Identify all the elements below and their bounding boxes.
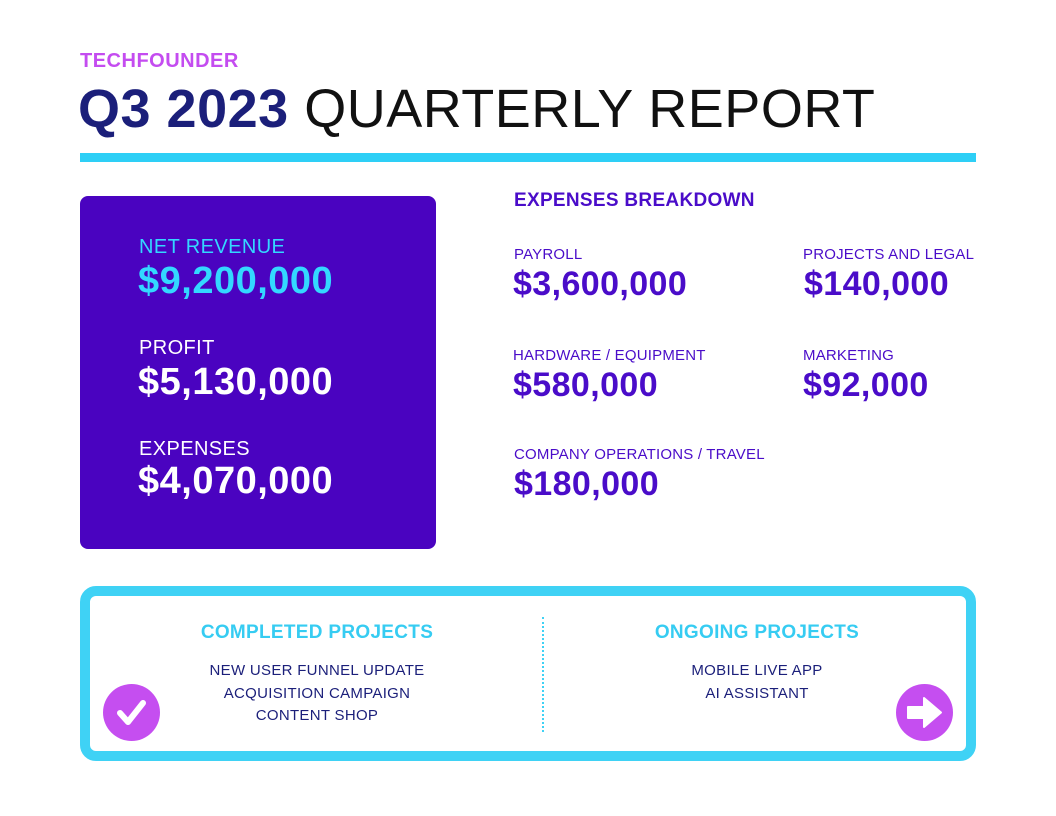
expense-value-payroll: $3,600,000 bbox=[513, 265, 688, 303]
projects-divider bbox=[542, 617, 544, 732]
completed-project-item: NEW USER FUNNEL UPDATE bbox=[209, 662, 425, 679]
check-icon bbox=[103, 684, 160, 741]
ongoing-projects-column: ONGOING PROJECTS MOBILE LIVE APP AI ASSI… bbox=[630, 622, 884, 705]
brand-name: TECHFOUNDER bbox=[80, 50, 239, 72]
projects-panel: COMPLETED PROJECTS NEW USER FUNNEL UPDAT… bbox=[80, 586, 976, 761]
completed-projects-title: COMPLETED PROJECTS bbox=[200, 622, 434, 643]
summary-panel: NET REVENUE $9,200,000 PROFIT $5,130,000… bbox=[80, 196, 436, 549]
expense-label-marketing: MARKETING bbox=[803, 347, 894, 364]
expense-value-projects-legal: $140,000 bbox=[804, 265, 950, 303]
expense-value-marketing: $92,000 bbox=[803, 366, 929, 404]
expense-label-hardware: HARDWARE / EQUIPMENT bbox=[513, 347, 706, 364]
expenses-label: EXPENSES bbox=[139, 438, 251, 460]
expense-label-payroll: PAYROLL bbox=[514, 246, 583, 263]
ongoing-projects-title: ONGOING PROJECTS bbox=[654, 622, 860, 643]
page-title: Q3 2023 QUARTERLY REPORT bbox=[78, 78, 875, 140]
expense-label-projects-legal: PROJECTS AND LEGAL bbox=[803, 246, 975, 263]
ongoing-project-item: MOBILE LIVE APP bbox=[691, 662, 823, 679]
arrow-right-icon bbox=[896, 684, 953, 741]
expense-value-hardware: $580,000 bbox=[513, 366, 659, 404]
expenses-breakdown-heading: EXPENSES BREAKDOWN bbox=[514, 190, 755, 211]
expenses-value: $4,070,000 bbox=[138, 460, 334, 502]
profit-value: $5,130,000 bbox=[138, 361, 334, 403]
profit-label: PROFIT bbox=[139, 337, 215, 359]
title-report: QUARTERLY REPORT bbox=[304, 79, 876, 139]
expense-label-operations-travel: COMPANY OPERATIONS / TRAVEL bbox=[514, 446, 765, 463]
completed-projects-column: COMPLETED PROJECTS NEW USER FUNNEL UPDAT… bbox=[190, 622, 444, 728]
net-revenue-label: NET REVENUE bbox=[139, 236, 286, 258]
header-divider bbox=[80, 153, 976, 162]
ongoing-project-item: AI ASSISTANT bbox=[705, 684, 809, 702]
net-revenue-value: $9,200,000 bbox=[138, 260, 334, 302]
title-quarter: Q3 2023 bbox=[78, 79, 289, 139]
completed-project-item: ACQUISITION CAMPAIGN bbox=[223, 684, 411, 702]
completed-project-item: CONTENT SHOP bbox=[255, 707, 379, 724]
expense-value-operations-travel: $180,000 bbox=[514, 465, 660, 503]
